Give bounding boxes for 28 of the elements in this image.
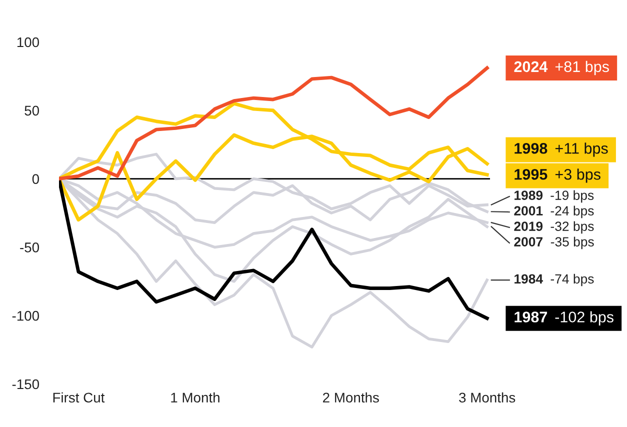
text: -102 bps <box>555 311 614 326</box>
y-tick-label: 100 <box>17 37 40 48</box>
series-label: 1987 <box>514 312 548 322</box>
x-tick-label: First Cut <box>53 392 105 403</box>
text: 2019 <box>514 222 543 231</box>
y-tick-label: 50 <box>24 106 40 116</box>
series-label: 2024 <box>514 61 548 72</box>
x-tick-label: 2 Months <box>323 392 379 403</box>
text: 1984 <box>514 274 543 284</box>
series-label: 1998 <box>514 142 548 154</box>
x-tick-label: 3 Months <box>459 392 516 403</box>
text: +81 bps <box>555 60 609 76</box>
text: 1989 <box>514 190 543 200</box>
text: +11 bps <box>555 142 608 157</box>
y-tick-label: -50 <box>20 242 40 252</box>
text: 2001 <box>514 206 543 216</box>
text: -24 bps <box>550 206 594 218</box>
text: +3 bps <box>555 168 600 183</box>
series-label: 1995 <box>514 168 548 180</box>
text: -19 bps <box>550 190 594 203</box>
text: -32 bps <box>550 221 594 234</box>
y-tick-label: 0 <box>32 174 40 184</box>
x-tick-label: 1 Month <box>171 392 220 403</box>
text: 2007 <box>514 237 542 246</box>
y-tick-label: -150 <box>12 379 40 390</box>
text: -74 bps <box>550 274 594 286</box>
y-tick-label: -100 <box>12 310 40 321</box>
text: -35 bps <box>550 236 594 250</box>
